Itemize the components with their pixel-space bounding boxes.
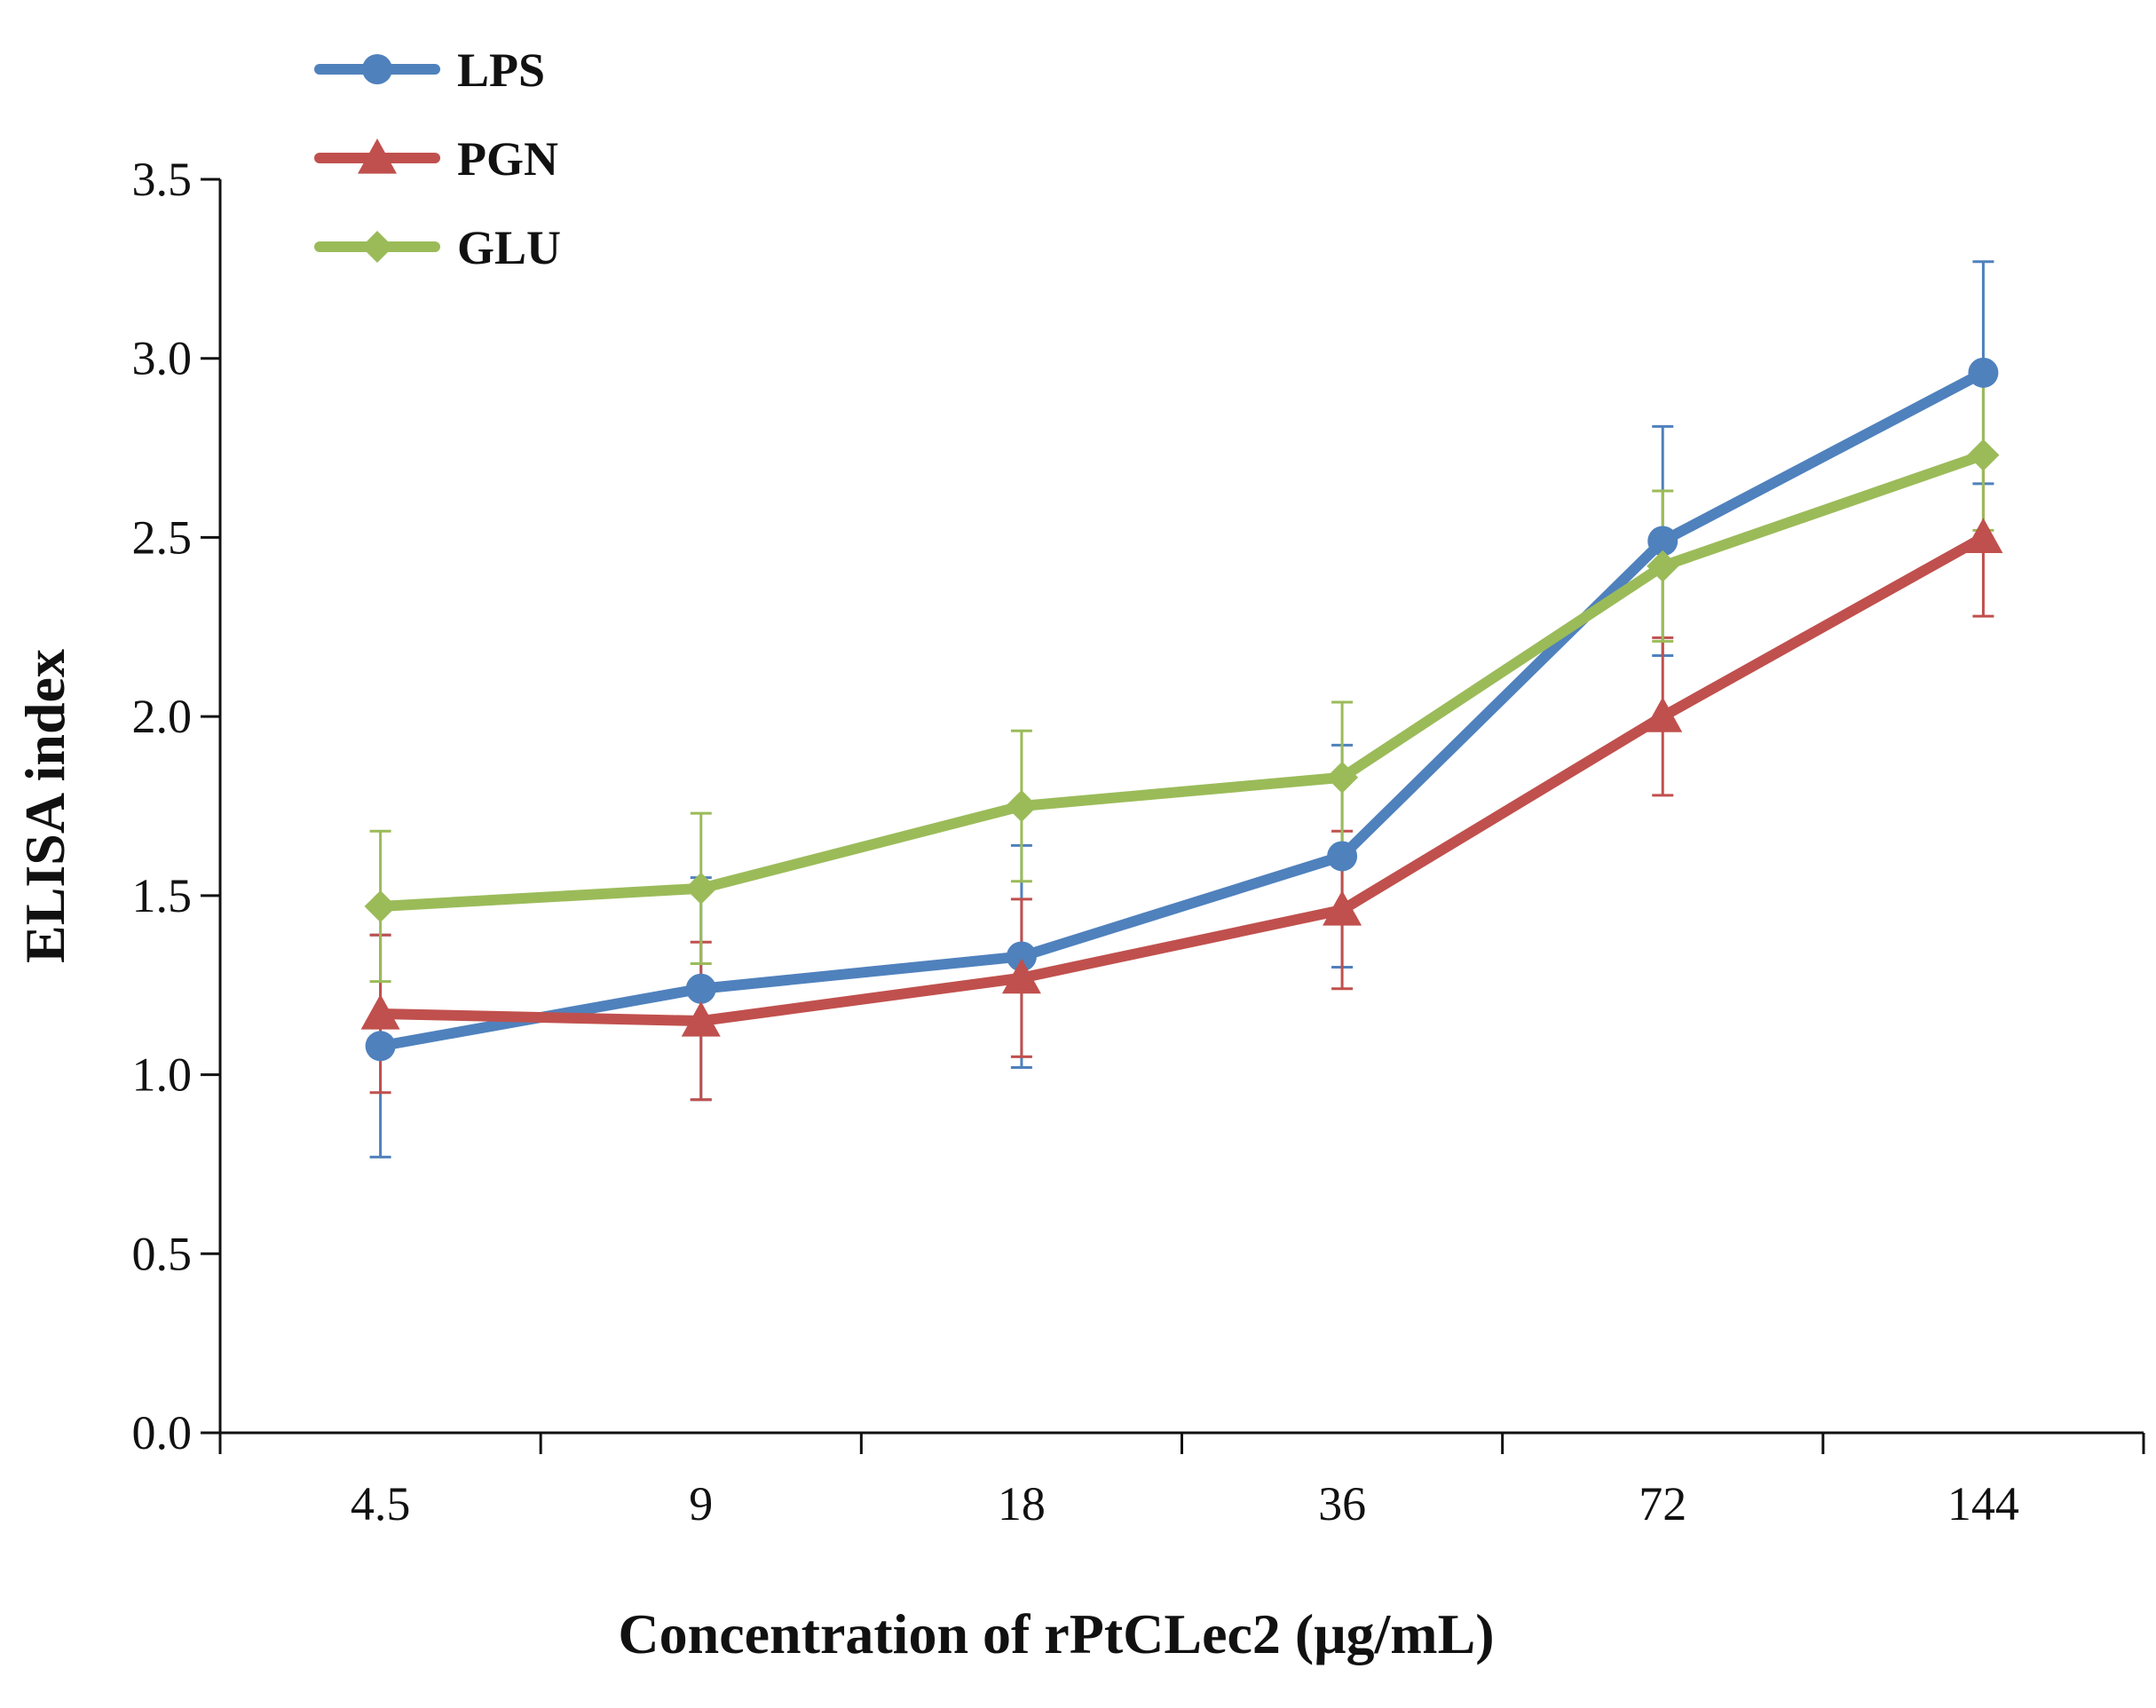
glu-series-line	[375, 449, 1989, 912]
x-tick-label: 4.5	[351, 1477, 411, 1530]
series-markers-layer	[360, 357, 2003, 1062]
glu-data-point	[1326, 761, 1359, 794]
pgn-data-point	[1643, 697, 1683, 732]
legend-glu-marker	[361, 231, 393, 263]
pgn-data-point	[1963, 518, 2003, 554]
x-ticks: 4.5 9 18 36 72 144	[218, 1433, 2145, 1530]
legend-pgn-marker	[358, 138, 397, 174]
glu-data-point	[684, 872, 717, 905]
lps-data-point	[1647, 526, 1678, 557]
y-tick-label: 1.5	[132, 869, 193, 922]
glu-data-point	[1647, 550, 1679, 582]
x-tick-label: 36	[1318, 1477, 1366, 1530]
legend-pgn-label: PGN	[457, 132, 558, 186]
lps-data-point	[1327, 841, 1358, 872]
pgn-data-point	[1001, 958, 1041, 994]
x-tick-label: 144	[1947, 1477, 2019, 1530]
pgn-series-line	[375, 532, 1989, 1027]
y-tick-label: 2.5	[132, 510, 193, 564]
y-tick-label: 0.0	[132, 1406, 193, 1459]
axes-layer	[218, 179, 2144, 1435]
lps-data-point	[1968, 357, 1999, 388]
series-lines-layer	[375, 367, 1989, 1052]
glu-data-point	[364, 890, 397, 922]
x-axis-title: Concentration of rPtCLec2 (μg/mL)	[618, 1602, 1494, 1665]
y-tick-label: 2.0	[132, 690, 193, 743]
glu-data-point	[1967, 439, 2000, 471]
x-tick-label: 18	[998, 1477, 1046, 1530]
lps-series-line	[375, 367, 1989, 1052]
y-axis-title: ELISA index	[13, 649, 76, 963]
legend-lps-label: LPS	[457, 43, 545, 97]
pgn-data-point	[360, 993, 400, 1030]
pgn-data-point	[1323, 890, 1362, 926]
y-tick-label: 3.0	[132, 332, 193, 385]
glu-data-point	[1005, 790, 1038, 822]
y-tick-label: 1.0	[132, 1048, 193, 1102]
lps-data-point	[685, 973, 716, 1004]
y-tick-label: 3.5	[132, 153, 193, 206]
x-tick-label: 72	[1639, 1477, 1686, 1530]
legend-glu-label: GLU	[457, 221, 561, 274]
lps-data-point	[1006, 941, 1037, 972]
legend: LPS PGN GLU	[314, 43, 561, 274]
legend-lps-marker	[362, 54, 392, 84]
y-ticks: 0.0 0.5 1.0 1.5 2.0 2.5 3.0 3.5	[132, 153, 220, 1459]
y-tick-label: 0.5	[132, 1227, 193, 1280]
lps-data-point	[365, 1031, 396, 1062]
x-tick-label: 9	[689, 1477, 713, 1530]
pgn-data-point	[681, 1001, 721, 1037]
